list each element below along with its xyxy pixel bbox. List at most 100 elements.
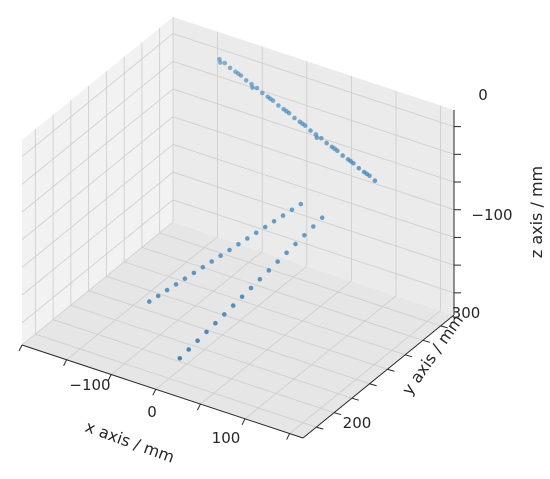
data-point [164, 287, 170, 293]
grid-line-y-floor [88, 290, 370, 385]
grid-line-z-side [21, 171, 174, 296]
axis-lines [21, 110, 455, 439]
data-point [227, 247, 232, 253]
data-point [200, 264, 206, 270]
data-point [292, 115, 297, 121]
x-tick-mark [286, 433, 291, 440]
data-point [227, 65, 233, 71]
data-point [238, 73, 244, 78]
data-point [250, 85, 255, 90]
data-point [367, 173, 372, 179]
grid-line-z-back [172, 171, 455, 266]
data-point [289, 207, 295, 213]
grid-line-y-floor [159, 232, 441, 327]
data-point [248, 285, 254, 291]
y-tick-mark [351, 397, 359, 401]
z-tick-label-1: −100 [471, 206, 512, 224]
y-tick-mark [369, 383, 377, 387]
data-point [218, 253, 223, 258]
data-point [276, 103, 281, 108]
x-tick-mark [196, 403, 201, 411]
data-point [191, 270, 197, 276]
data-point [284, 250, 289, 256]
grid-line-x-floor [155, 265, 308, 390]
data-point [351, 161, 356, 166]
data-point [253, 230, 259, 236]
x-axis-label: x axis / mm [83, 417, 177, 467]
data-point [222, 312, 227, 317]
data-point [270, 98, 276, 103]
data-point [319, 135, 324, 141]
data-point [222, 60, 228, 66]
grid-line-x-floor [66, 236, 218, 361]
x-tick-mark [63, 359, 68, 366]
data-point [372, 178, 378, 183]
data-point [302, 233, 307, 238]
x-tick-label-2: 100 [212, 429, 241, 447]
grid-line-y-floor [52, 319, 335, 414]
y-axis-line [302, 314, 455, 439]
grid-line-z-side [21, 199, 174, 324]
data-point [182, 276, 188, 282]
data-point [257, 276, 263, 282]
data-point [245, 236, 250, 241]
data-point [324, 140, 329, 146]
grid-line-x-floor [200, 280, 352, 405]
data-point [147, 299, 152, 304]
data-point [155, 293, 161, 299]
data-point [275, 259, 281, 264]
grid-line-y-floor [106, 275, 388, 370]
data-point [218, 60, 223, 65]
x-tick-mark [18, 344, 23, 352]
z-tick-label-0: 0 [478, 86, 488, 104]
x-tick-label-1: 0 [147, 403, 157, 421]
x-tick-label-0: −100 [69, 376, 110, 394]
data-point [340, 153, 346, 158]
grid-line-y-floor [35, 333, 317, 428]
data-point [298, 201, 304, 207]
x-tick-mark [152, 389, 157, 396]
grid-line-z-side [21, 88, 174, 213]
data-point [236, 242, 241, 247]
data-point [266, 268, 272, 273]
y-tick-mark [405, 354, 413, 358]
data-point [319, 215, 325, 220]
data-point [308, 128, 313, 133]
y-tick-label-0: 200 [343, 414, 372, 432]
grid-line-z-side [21, 33, 174, 157]
data-point [314, 135, 320, 140]
grid-line-z-back [172, 199, 455, 294]
data-point [195, 338, 200, 344]
data-point [204, 329, 209, 335]
data-point [177, 356, 183, 361]
grid-line-z-back [172, 60, 455, 155]
grid-lines [21, 17, 455, 434]
data-point [311, 224, 316, 229]
y-tick-label-1: 300 [452, 304, 481, 322]
y-tick-mark [316, 426, 324, 430]
grid-line-z-back [172, 116, 455, 211]
grid-line-y-floor [141, 246, 424, 341]
tick-marks [18, 126, 461, 440]
grid-line-x-floor [110, 251, 263, 375]
data-point [173, 282, 179, 287]
data-point [262, 224, 268, 230]
y-tick-mark [422, 339, 431, 343]
x-tick-mark [241, 418, 246, 426]
floor-pane [22, 222, 454, 438]
data-point [286, 110, 292, 116]
data-point [209, 259, 214, 264]
data-point [239, 294, 245, 300]
data-point [280, 213, 286, 218]
x-axis-line [21, 344, 304, 439]
data-point [335, 148, 340, 153]
data-point [243, 78, 249, 83]
grid-line-x-floor [244, 295, 397, 420]
data-point [230, 303, 236, 308]
data-point [260, 90, 265, 96]
data-points [147, 56, 378, 361]
y-tick-mark [333, 412, 342, 416]
axis-panes [22, 17, 454, 438]
data-point [186, 347, 191, 352]
